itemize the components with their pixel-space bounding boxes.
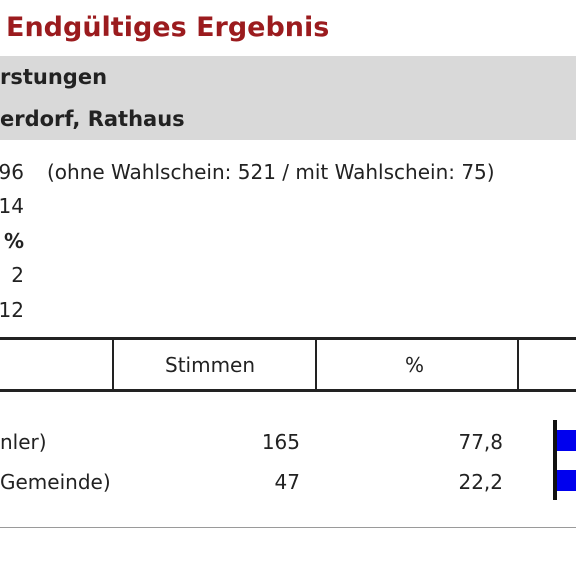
result-bar	[557, 470, 576, 491]
column-divider	[315, 337, 317, 392]
column-divider	[112, 337, 114, 392]
table-header-border	[0, 389, 576, 392]
area-name: rstungen	[0, 65, 108, 89]
votes-percent: 22,2	[458, 470, 503, 494]
column-divider	[517, 337, 519, 392]
result-bar	[557, 430, 576, 451]
stat-note-1: (ohne Wahlschein: 521 / mit Wahlschein: …	[47, 160, 495, 184]
table-bottom-line	[0, 527, 576, 528]
votes-count: 47	[274, 470, 300, 494]
bar-axis	[553, 420, 557, 500]
location-name: erdorf, Rathaus	[0, 107, 185, 131]
column-header-percent: %	[405, 353, 425, 377]
stat-value-5: 12	[0, 298, 24, 322]
stat-value-2: 14	[0, 194, 24, 218]
candidate-name: Gemeinde)	[0, 470, 111, 494]
candidate-name: nler)	[0, 430, 47, 454]
votes-count: 165	[261, 430, 300, 454]
header-band-location: erdorf, Rathaus	[0, 98, 576, 140]
stat-value-3: %	[3, 229, 24, 253]
stat-value-4: 2	[11, 263, 24, 287]
stat-value-1: 96	[0, 160, 24, 184]
table-top-border	[0, 337, 576, 340]
header-band-area: rstungen	[0, 56, 576, 98]
column-header-stimmen: Stimmen	[165, 353, 256, 377]
page-title: Endgültiges Ergebnis	[6, 12, 330, 43]
votes-percent: 77,8	[458, 430, 503, 454]
